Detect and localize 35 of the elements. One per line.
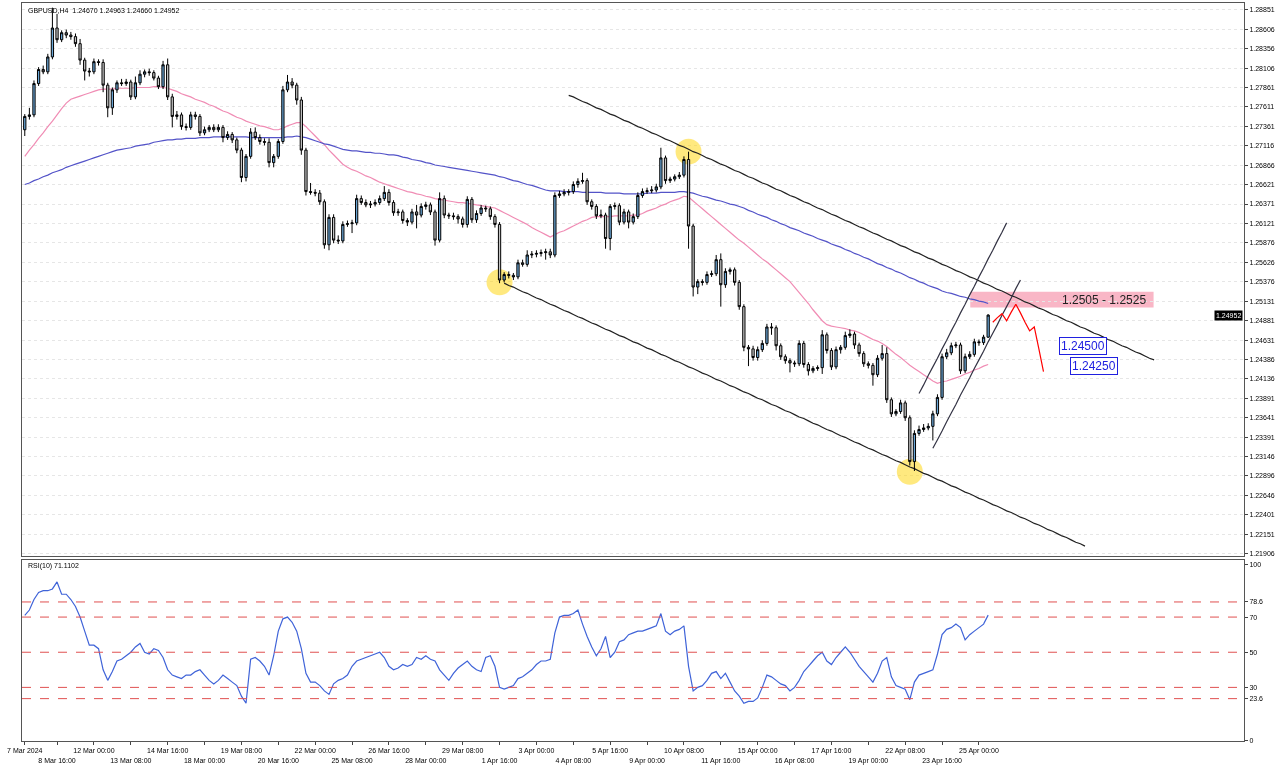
candlestick — [617, 202, 622, 226]
candlestick — [368, 200, 373, 209]
candlestick — [267, 137, 271, 168]
candlestick — [198, 113, 202, 137]
line-series — [568, 94, 1155, 361]
candlestick — [456, 213, 460, 225]
candlestick — [451, 212, 456, 221]
candlestick — [811, 365, 815, 374]
line-series — [24, 581, 989, 704]
candlestick — [534, 249, 539, 258]
line-series — [992, 303, 1045, 373]
annotation: 1.24250 — [1072, 359, 1116, 373]
candlestick — [958, 342, 963, 375]
candlestick — [659, 147, 663, 190]
candlestick — [410, 208, 414, 225]
annotation: 1.24500 — [1061, 339, 1105, 353]
candlestick — [539, 248, 543, 258]
candlestick — [414, 204, 419, 229]
line-series — [24, 86, 989, 384]
candlestick — [373, 198, 377, 207]
candlestick — [562, 188, 566, 197]
line-series — [932, 279, 1022, 449]
candlestick — [645, 187, 649, 195]
candlestick — [705, 270, 709, 286]
candlestick — [751, 345, 755, 362]
candlestick — [470, 196, 474, 224]
candlestick — [179, 112, 184, 131]
candlestick — [626, 209, 631, 229]
candlestick — [788, 357, 792, 373]
line-series — [24, 135, 989, 305]
band-label: 1.2505 - 1.2525 — [1062, 293, 1147, 307]
candlestick — [221, 124, 225, 143]
line-series — [918, 222, 1008, 395]
candlestick — [834, 346, 838, 370]
candlestick — [92, 58, 96, 75]
